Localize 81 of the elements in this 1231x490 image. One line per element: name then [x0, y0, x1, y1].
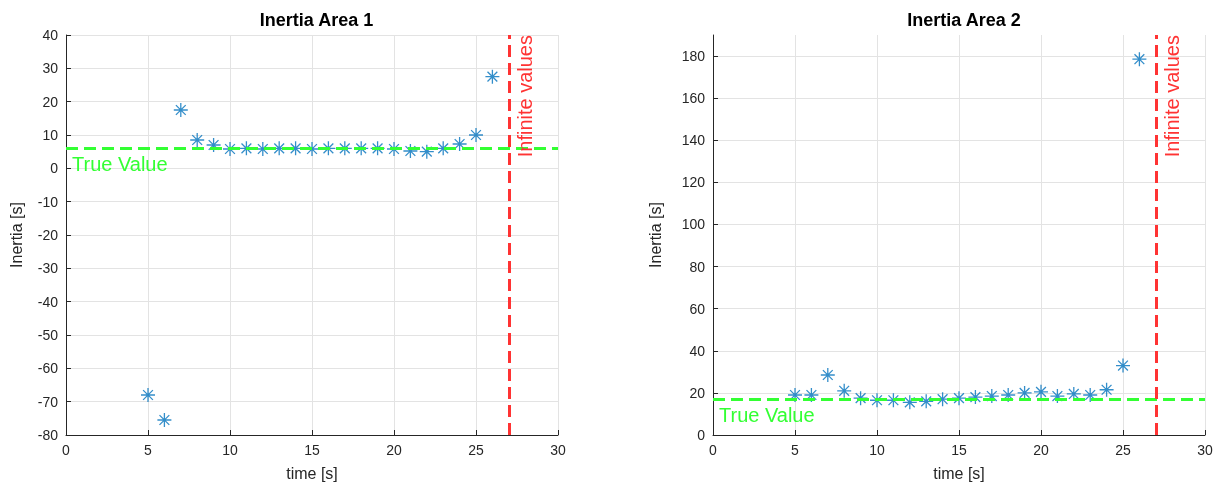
x-tick-label: 25	[1115, 442, 1131, 458]
x-tick-label: 30	[1197, 442, 1213, 458]
y-tick-label: -30	[37, 260, 59, 277]
point	[402, 143, 419, 159]
point	[1082, 387, 1098, 403]
point	[852, 390, 869, 406]
y-axis-title: Inertia [s]	[646, 202, 664, 268]
point	[869, 392, 885, 408]
y-tick-label: 140	[681, 132, 706, 149]
y-tick-label: 20	[42, 93, 59, 110]
x-tick-label: 0	[62, 442, 71, 458]
ref-line-label: Infinite values	[1160, 35, 1183, 158]
y-tick-label: 30	[42, 60, 59, 77]
y-tick-label: -60	[37, 360, 59, 377]
point	[1131, 51, 1148, 67]
point	[984, 388, 1000, 404]
point	[803, 387, 820, 403]
point	[1066, 386, 1082, 402]
y-tick-label: 10	[42, 127, 59, 143]
x-tick-label: 0	[709, 442, 718, 458]
point	[419, 144, 435, 160]
x-tick-label: 25	[468, 442, 484, 458]
y-axis-title: Inertia [s]	[7, 202, 25, 268]
y-tick-label: 160	[681, 90, 706, 107]
x-tick-label: 10	[869, 442, 885, 458]
y-tick-label: 80	[689, 258, 706, 275]
x-tick-label: 5	[791, 442, 800, 458]
point	[1033, 384, 1049, 400]
point	[918, 393, 934, 409]
y-tick-label: 20	[689, 384, 706, 401]
x-tick-label: 15	[304, 442, 320, 458]
x-tick-label: 20	[386, 442, 402, 458]
x-tick-label: 5	[144, 442, 153, 458]
y-tick-label: -50	[37, 327, 59, 343]
point	[205, 137, 222, 153]
y-tick-label: 60	[689, 300, 706, 317]
ref-line-label: True Value	[72, 153, 168, 176]
point	[1098, 382, 1115, 398]
y-tick-label: 40	[689, 342, 706, 359]
point	[173, 102, 189, 118]
x-axis-title: time [s]	[286, 464, 338, 482]
point	[468, 127, 484, 143]
point	[484, 69, 501, 85]
point	[386, 141, 402, 157]
y-tick-label: -10	[37, 193, 59, 210]
point	[836, 383, 852, 399]
point	[820, 367, 836, 383]
y-tick-label: -20	[37, 227, 59, 243]
x-axis-title: time [s]	[933, 464, 985, 482]
y-tick-label: 0	[697, 427, 706, 443]
point	[1115, 357, 1131, 374]
y-tick-label: 0	[50, 160, 59, 177]
point	[140, 387, 156, 403]
ref-line-label: True Value	[719, 404, 815, 427]
chart-title: Inertia Area 2	[907, 10, 1021, 30]
x-tick-label: 10	[222, 442, 238, 458]
point	[369, 140, 386, 156]
x-tick-label: 15	[951, 442, 967, 458]
ref-line-label: Infinite values	[513, 35, 536, 158]
point	[902, 394, 918, 411]
point	[337, 140, 353, 156]
chart-title: Inertia Area 1	[259, 10, 374, 30]
y-tick-label: 40	[42, 27, 59, 43]
y-tick-label: 120	[681, 174, 706, 191]
point	[304, 141, 320, 157]
point	[451, 136, 468, 152]
y-tick-label: 100	[681, 216, 706, 233]
point	[156, 412, 173, 428]
x-tick-label: 20	[1033, 442, 1049, 458]
point	[1000, 387, 1016, 403]
point	[787, 387, 803, 403]
y-tick-label: -40	[37, 293, 59, 310]
point	[951, 390, 967, 406]
y-tick-label: -80	[37, 427, 59, 443]
point	[222, 141, 238, 157]
y-tick-label: 180	[681, 48, 706, 65]
point	[1049, 388, 1066, 404]
point	[189, 132, 205, 148]
point	[967, 389, 984, 405]
x-tick-label: 30	[550, 442, 566, 458]
y-tick-label: -70	[37, 393, 59, 410]
